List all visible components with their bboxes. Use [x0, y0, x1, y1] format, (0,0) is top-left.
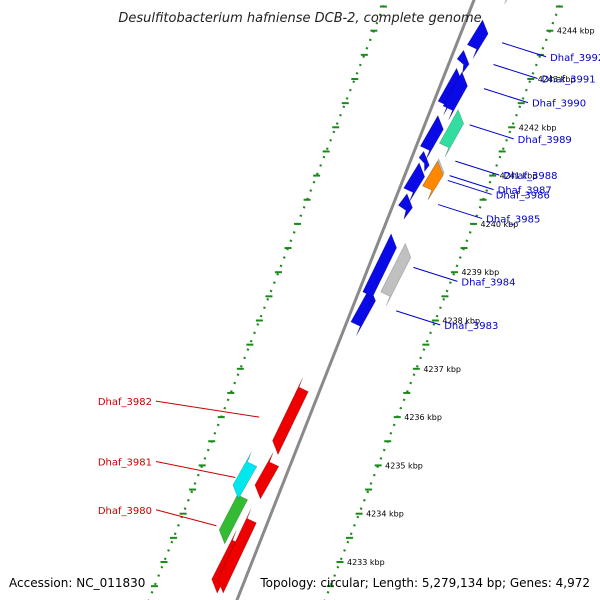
tick-label: 4237 kbp [423, 365, 461, 374]
gene-arrow [456, 49, 470, 74]
gene-arrow [217, 508, 257, 594]
gene-label: Dhaf_3982 [98, 397, 152, 408]
gene-label: Dhaf_3987 [498, 186, 552, 197]
label-leader [493, 64, 538, 79]
label-leader [155, 509, 217, 527]
gene-layer [211, 0, 508, 594]
label-layer: Dhaf_3980 Dhaf_3981 Dhaf_3982 Dhaf_3983 Dhaf… [98, 42, 600, 527]
label-leader [449, 175, 494, 191]
gene-arrow [418, 150, 430, 173]
tick-label: 4233 kbp [347, 558, 385, 567]
gene-arrow [350, 286, 376, 336]
tick-rail-left [147, 0, 388, 600]
gene-arrow [254, 452, 280, 500]
gene-arrow [442, 71, 468, 121]
map-title: Desulfitobacterium hafniense DCB-2, comp… [118, 11, 481, 26]
gene-arrow [438, 109, 465, 158]
gene-label: Dhaf_3985 [486, 215, 540, 226]
label-leader [501, 42, 547, 58]
gene-label: Dhaf_3991 [542, 75, 596, 86]
label-leader [483, 88, 529, 104]
genome-summary-text: Topology: circular; Length: 5,279,134 bp… [259, 576, 590, 590]
gene-arrow [272, 377, 309, 456]
gene-label: Dhaf_3990 [532, 99, 586, 110]
label-leader [455, 160, 500, 176]
gene-arrow [403, 162, 426, 203]
tick-label: 4235 kbp [385, 461, 423, 470]
label-leader [438, 204, 483, 220]
tick-label: 4234 kbp [366, 510, 404, 519]
tick-label: 4236 kbp [404, 413, 442, 422]
gene-arrow [419, 114, 444, 161]
label-leader [396, 310, 441, 326]
gene-arrow [380, 242, 412, 307]
tick-layer: 4233 kbp 4234 kbp 4235 kbp 4236 kbp 4237 kbp… [147, 0, 595, 600]
tick-label: 4239 kbp [461, 268, 499, 277]
gene-arrow [397, 193, 413, 220]
gene-label: Dhaf_3983 [444, 321, 498, 332]
gene-label: Dhaf_3984 [461, 277, 515, 288]
gene-label: Dhaf_3988 [503, 171, 557, 182]
tick-label: 4241 kbp [500, 172, 538, 181]
backbone-layer [235, 0, 476, 600]
tick-label: 4238 kbp [442, 317, 480, 326]
gene-arrow [362, 233, 397, 307]
tick-label: 4240 kbp [481, 220, 519, 229]
label-leader [469, 124, 514, 140]
gene-arrow [466, 19, 489, 59]
backbone-line [235, 0, 476, 600]
gene-arrow [232, 452, 258, 500]
tick-rail-right [323, 0, 564, 600]
tick-label: 4242 kbp [519, 123, 557, 132]
gene-label: Dhaf_3989 [518, 135, 572, 146]
gene-arrow [422, 160, 444, 200]
gene-arrow [504, 0, 508, 5]
gene-label: Dhaf_3986 [496, 190, 550, 201]
label-leader [155, 460, 236, 478]
accession-text: Accession: NC_011830 [9, 576, 145, 590]
label-leader [447, 179, 492, 195]
gene-label: Dhaf_3981 [98, 457, 152, 468]
gene-label: Dhaf_3980 [98, 506, 152, 517]
gene-label: Dhaf_3992 [550, 53, 600, 64]
tick-label: 4243 kbp [538, 75, 576, 84]
label-leader [155, 400, 260, 418]
label-leader [413, 266, 458, 282]
tick-label: 4244 kbp [557, 27, 595, 36]
